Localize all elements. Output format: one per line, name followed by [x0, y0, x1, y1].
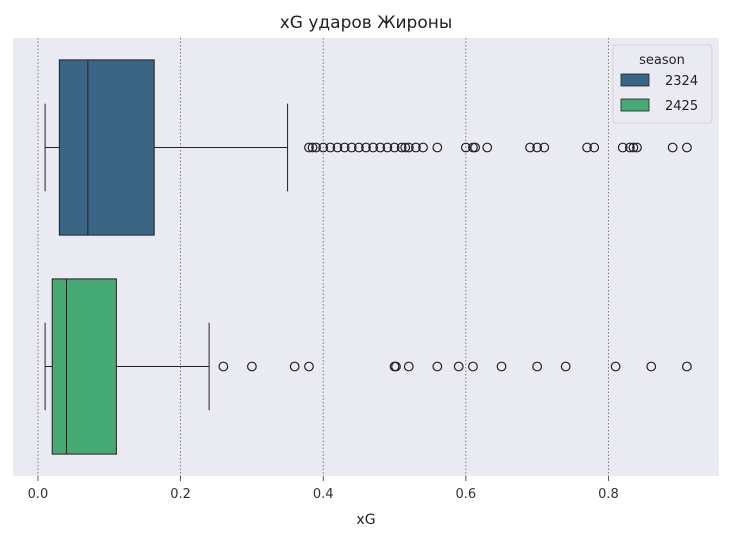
x-axis-ticks: 0.0 0.2 0.4 0.6 0.8: [28, 476, 619, 502]
legend: season 2324 2425: [612, 44, 713, 124]
outlier-2425-15: [682, 361, 692, 372]
outlier-2324-4: [325, 142, 336, 153]
iqr-box-2425: [51, 278, 117, 455]
outlier-2324-3: [318, 142, 329, 153]
outlier-2425-6: [403, 361, 414, 372]
outlier-2324-20: [460, 142, 471, 153]
outlier-2324-12: [382, 142, 393, 153]
outlier-2324-34: [682, 142, 692, 153]
outlier-2324-7: [346, 142, 357, 153]
outlier-2425-2: [289, 361, 300, 372]
outlier-2425-10: [496, 361, 507, 372]
outlier-2425-8: [453, 361, 464, 372]
outlier-2324-31: [628, 142, 639, 153]
outlier-2324-27: [582, 142, 592, 153]
outlier-2324-11: [375, 142, 386, 153]
outlier-2324-25: [532, 142, 543, 153]
outlier-2425-9: [468, 361, 478, 372]
outlier-2324-2: [311, 142, 321, 153]
outlier-2324-29: [617, 142, 628, 153]
x-tick-label-4: 0.8: [598, 487, 619, 502]
outlier-2324-22: [470, 142, 481, 153]
legend-title: season: [639, 53, 685, 68]
outlier-2324-10: [368, 142, 379, 153]
outlier-2324-9: [361, 142, 371, 153]
outlier-2425-13: [610, 361, 621, 372]
outlier-2324-30: [624, 142, 635, 153]
outlier-2425-11: [532, 361, 543, 372]
outlier-2324-6: [339, 142, 350, 153]
legend-swatch-2425: [620, 98, 650, 112]
outlier-2324-28: [589, 142, 600, 153]
outlier-2425-12: [560, 361, 571, 372]
x-tick-label-2: 0.4: [313, 487, 334, 502]
x-tick-label-0: 0.0: [28, 487, 49, 502]
outlier-2324-18: [418, 142, 428, 153]
grid-lines: [37, 38, 609, 476]
outlier-2324-33: [667, 142, 678, 153]
outlier-2425-14: [646, 361, 657, 372]
legend-label-2425: 2425: [665, 99, 698, 114]
outlier-2324-26: [539, 142, 550, 153]
outlier-2324-15: [400, 142, 411, 153]
outlier-2425-5: [391, 361, 401, 372]
outlier-2425-1: [246, 361, 257, 372]
outlier-2324-23: [482, 142, 493, 153]
outlier-2324-13: [389, 142, 400, 153]
box-2425: [44, 278, 210, 455]
outlier-points: [218, 142, 692, 372]
outlier-2324-32: [632, 142, 642, 153]
x-axis-label: xG: [356, 512, 375, 528]
legend-swatch-2324: [620, 73, 650, 87]
outlier-2324-5: [332, 142, 343, 153]
outlier-2324-8: [353, 142, 364, 153]
outlier-2425-0: [218, 361, 229, 372]
outlier-2324-19: [432, 142, 443, 153]
outlier-2324-17: [411, 142, 421, 153]
outlier-2425-7: [432, 361, 443, 372]
outlier-2324-1: [307, 142, 318, 153]
x-tick-label-3: 0.6: [455, 487, 476, 502]
outlier-2324-0: [304, 142, 314, 153]
outlier-2324-24: [525, 142, 535, 153]
boxes: [44, 59, 289, 455]
outlier-2425-3: [304, 361, 314, 372]
x-tick-label-1: 0.2: [170, 487, 191, 502]
outlier-2324-16: [403, 142, 414, 153]
box-2324: [44, 59, 289, 236]
legend-label-2324: 2324: [665, 74, 698, 89]
chart-title: xG ударов Жироны: [280, 13, 453, 33]
iqr-box-2324: [58, 59, 155, 236]
outlier-2324-14: [396, 142, 407, 153]
